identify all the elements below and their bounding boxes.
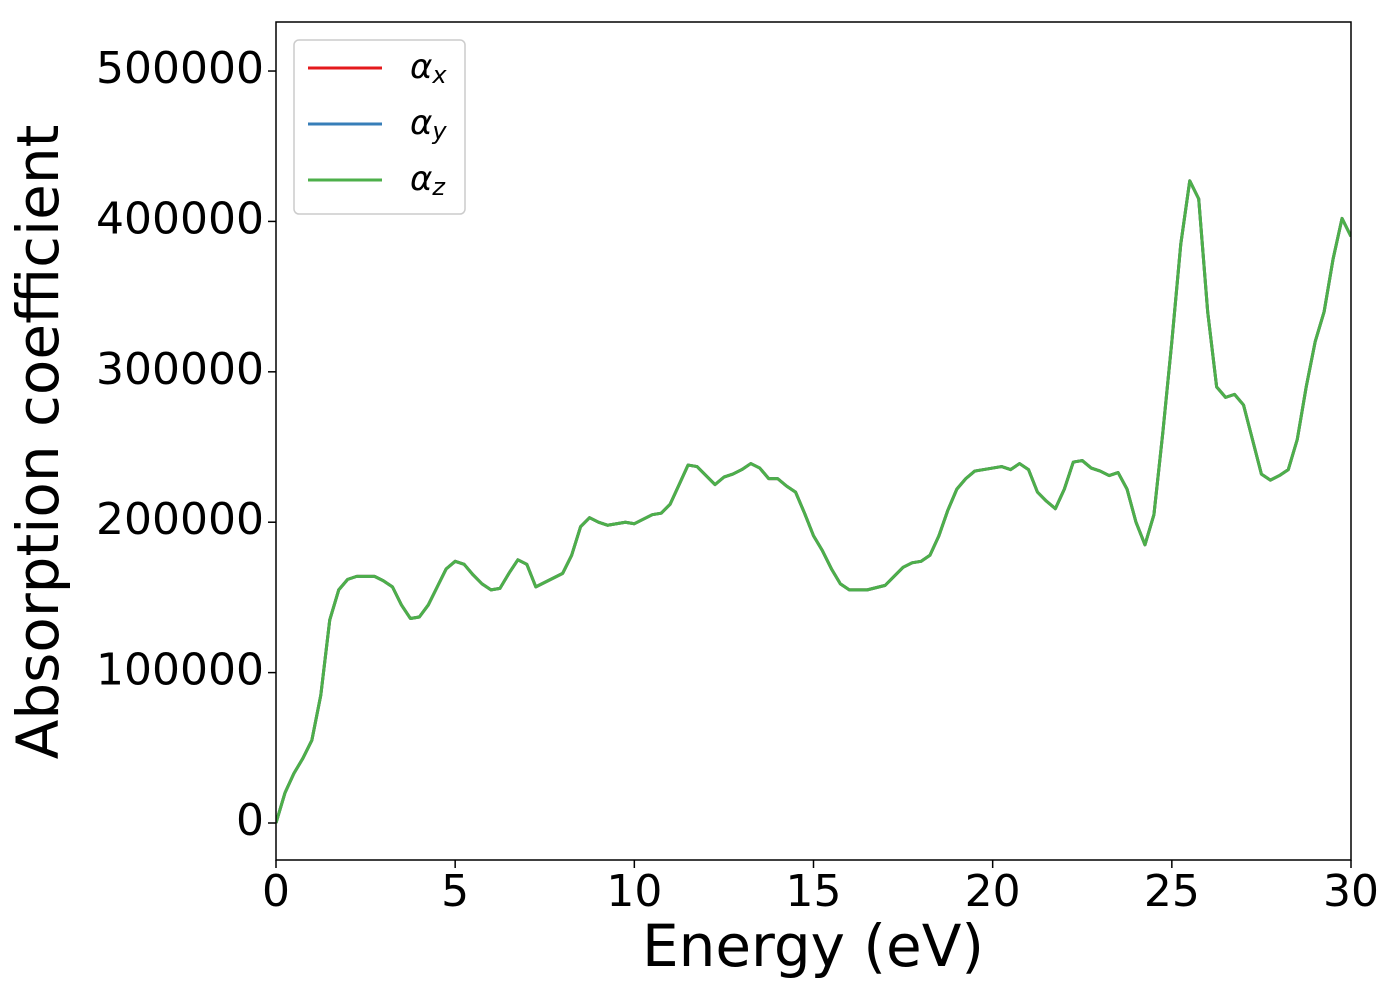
y-tick-label: 300000 xyxy=(96,344,264,395)
x-tick-label: 10 xyxy=(606,866,662,917)
legend-label: αz xyxy=(410,159,446,202)
plot-frame xyxy=(275,21,1352,861)
x-tick-label: 5 xyxy=(441,866,469,917)
x-tick-label: 25 xyxy=(1144,866,1200,917)
x-tick-label: 0 xyxy=(262,866,290,917)
y-axis-label: Absorption coefficient xyxy=(4,125,72,760)
x-tick-label: 30 xyxy=(1323,866,1379,917)
y-tick-label: 200000 xyxy=(96,494,264,545)
x-tick-label: 20 xyxy=(965,866,1021,917)
x-axis-label: Energy (eV) xyxy=(642,912,984,980)
legend-label: αy xyxy=(410,103,447,146)
y-tick-label: 500000 xyxy=(96,43,264,94)
x-tick-label: 15 xyxy=(786,866,842,917)
legend-label: αx xyxy=(410,47,447,90)
legend-box xyxy=(293,39,466,215)
y-tick-label: 0 xyxy=(236,795,264,846)
series-line xyxy=(276,179,1351,824)
y-tick-label: 400000 xyxy=(96,193,264,244)
y-tick-label: 100000 xyxy=(96,645,264,696)
